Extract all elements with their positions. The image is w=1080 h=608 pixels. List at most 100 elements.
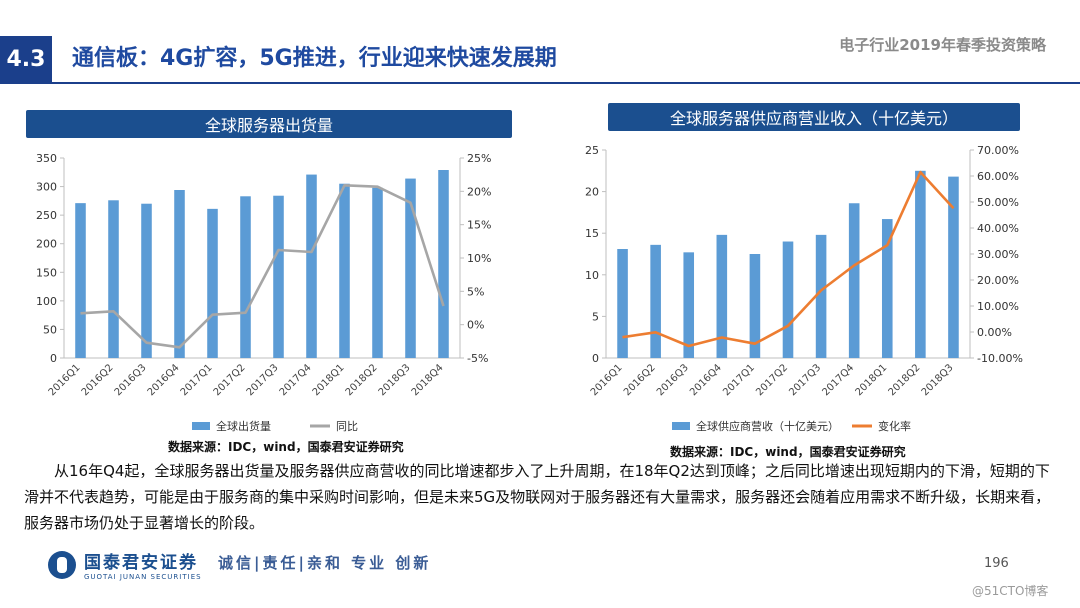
y2-tick-label: 0% <box>467 319 484 332</box>
bar <box>207 208 218 358</box>
y2-tick-label: 0.00% <box>977 326 1012 339</box>
x-tick-label: 2018Q1 <box>311 362 347 398</box>
title-divider <box>0 82 1080 84</box>
y-tick-label: 5 <box>592 310 599 323</box>
y-tick-label: 50 <box>43 323 57 336</box>
series-line <box>622 170 955 348</box>
report-title: 电子行业2019年春季投资策略 <box>839 36 1046 54</box>
bar <box>438 170 449 358</box>
x-tick-label: 2017Q1 <box>179 362 215 398</box>
y2-tick-label: 10% <box>467 252 491 265</box>
legend-label: 变化率 <box>878 419 911 433</box>
chart1-title: 全球服务器出货量 <box>26 110 512 138</box>
bar <box>273 195 284 358</box>
x-tick-label: 2017Q4 <box>278 362 314 398</box>
x-tick-label: 2018Q1 <box>854 362 890 398</box>
bar <box>75 203 86 358</box>
x-tick-label: 2017Q3 <box>787 362 823 398</box>
x-tick-label: 2017Q4 <box>820 362 856 398</box>
y2-tick-label: 25% <box>467 152 491 165</box>
bar <box>948 176 959 358</box>
y-tick-label: 350 <box>36 152 57 165</box>
x-tick-label: 2016Q2 <box>80 362 116 398</box>
chart2-title: 全球服务器供应商营业收入（十亿美元） <box>608 103 1020 131</box>
y2-tick-label: 20% <box>467 185 491 198</box>
y-tick-label: 150 <box>36 266 57 279</box>
y2-tick-label: 50.00% <box>977 196 1019 209</box>
bar <box>915 170 926 358</box>
x-tick-label: 2016Q3 <box>655 362 691 398</box>
chart2-source: 数据来源：IDC，wind，国泰君安证券研究 <box>670 445 906 459</box>
bar <box>848 203 860 358</box>
logo-name-en: GUOTAI JUNAN SECURITIES <box>84 573 202 581</box>
y2-tick-label: 60.00% <box>977 170 1019 183</box>
bar <box>617 249 628 358</box>
x-tick-label: 2016Q4 <box>146 362 182 398</box>
y-tick-label: 20 <box>585 186 599 199</box>
y-tick-label: 100 <box>36 295 57 308</box>
chart2-server-vendor-revenue: 0 5 10 15 20 25 -10.00% 0.00% 10.00% 20.00% 30.00%… <box>585 144 1023 433</box>
y2-tick-label: 30.00% <box>977 248 1019 261</box>
x-tick-label: 2016Q4 <box>688 362 724 398</box>
x-tick-label: 2017Q2 <box>754 362 790 398</box>
x-tick-label: 2018Q2 <box>344 362 380 398</box>
bar <box>815 234 827 358</box>
y2-tick-label: 10.00% <box>977 300 1019 313</box>
y-tick-label: 0 <box>592 352 599 365</box>
legend-swatch-bar <box>672 422 690 430</box>
section-number: 4.3 <box>0 36 52 82</box>
y2-tick-label: -5% <box>467 352 488 365</box>
watermark: @51CTO博客 <box>972 584 1049 598</box>
bar <box>683 252 695 358</box>
y-tick-label: 10 <box>585 269 599 282</box>
bar <box>174 190 185 358</box>
legend-label: 同比 <box>336 420 358 433</box>
y-tick-label: 300 <box>36 181 57 194</box>
x-tick-label: 2016Q2 <box>622 362 658 398</box>
x-tick-label: 2016Q3 <box>113 362 149 398</box>
company-logo: 国泰君安证券 GUOTAI JUNAN SECURITIES <box>48 548 202 581</box>
bar <box>240 196 251 358</box>
y2-tick-label: 5% <box>467 285 484 298</box>
bar <box>716 234 728 358</box>
logo-mark-icon <box>48 550 76 579</box>
logo-name-cn: 国泰君安证券 <box>84 553 198 573</box>
bar <box>339 183 350 358</box>
series-line <box>80 183 445 349</box>
y-tick-label: 15 <box>585 227 599 240</box>
x-tick-label: 2017Q1 <box>721 362 757 398</box>
page-number: 196 <box>984 556 1009 571</box>
x-tick-label: 2017Q3 <box>245 362 281 398</box>
y2-tick-label: 40.00% <box>977 222 1019 235</box>
slide-title: 通信板：4G扩容，5G推进，行业迎来快速发展期 <box>72 46 557 71</box>
bar <box>650 244 661 358</box>
x-tick-label: 2018Q3 <box>377 362 413 398</box>
legend-label: 全球供应商营收（十亿美元） <box>696 419 839 433</box>
legend-label: 全球出货量 <box>216 419 271 433</box>
y2-tick-label: 70.00% <box>977 144 1019 157</box>
y2-tick-label: -10.00% <box>977 352 1023 365</box>
bar <box>141 203 152 358</box>
legend-swatch-bar <box>192 422 210 430</box>
bar <box>782 241 794 358</box>
chart1-server-shipments: 0 50 100 150 200 250 300 350 -5% 0% 5% 10% 15% 20% 25%… <box>36 152 491 433</box>
bar <box>405 178 416 358</box>
y2-tick-label: 20.00% <box>977 274 1019 287</box>
x-tick-label: 2018Q4 <box>410 362 446 398</box>
bar <box>372 187 383 358</box>
y2-tick-label: 15% <box>467 219 491 232</box>
x-tick-label: 2016Q1 <box>589 362 625 398</box>
y-tick-label: 0 <box>50 352 57 365</box>
company-slogan: 诚信|责任|亲和 专业 创新 <box>218 554 432 572</box>
chart1-source: 数据来源：IDC，wind，国泰君安证券研究 <box>168 440 404 454</box>
y-tick-label: 25 <box>585 144 599 157</box>
body-paragraph: 从16年Q4起，全球服务器出货量及服务器供应商营收的同比增速都步入了上升周期，在… <box>24 462 1051 532</box>
y-tick-label: 200 <box>36 238 57 251</box>
bar <box>306 174 317 358</box>
y-tick-label: 250 <box>36 209 57 222</box>
x-tick-label: 2018Q3 <box>920 362 956 398</box>
x-tick-label: 2018Q2 <box>887 362 923 398</box>
bar <box>749 254 761 358</box>
x-tick-label: 2017Q2 <box>212 362 248 398</box>
bar <box>108 200 119 358</box>
